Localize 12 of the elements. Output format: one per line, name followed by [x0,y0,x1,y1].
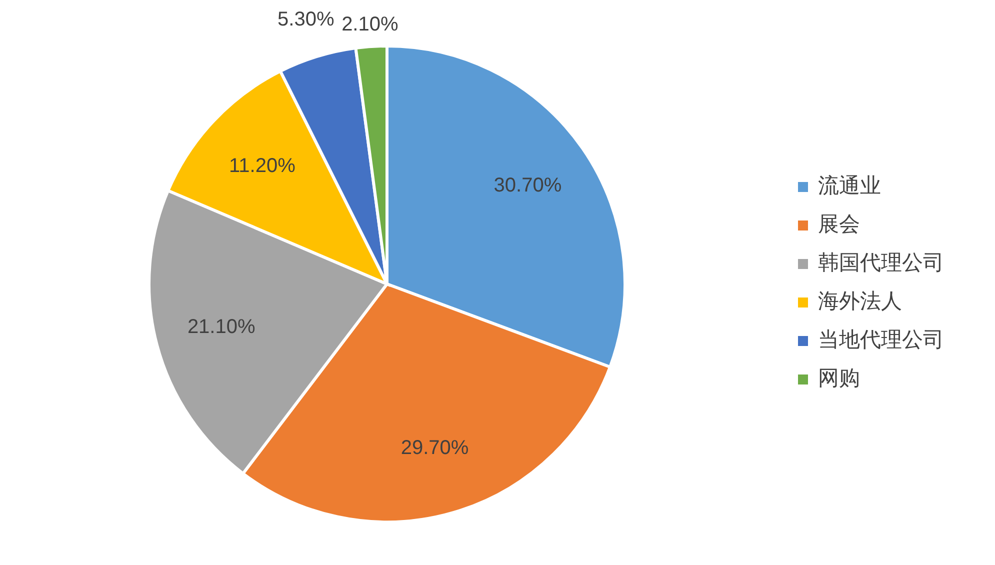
legend-label: 展会 [818,213,860,236]
legend-label: 网购 [818,367,860,390]
data-label: 11.20% [229,154,296,177]
data-label: 21.10% [187,316,256,338]
data-label: 29.70% [400,436,469,459]
data-label: 30.70% [494,174,562,196]
legend-label: 韩国代理公司 [818,252,944,275]
legend-label: 流通业 [818,174,881,198]
legend-label: 海外法人 [818,290,902,314]
data-label: 2.10% [342,13,398,36]
data-label: 5.30% [278,8,334,30]
legend-label: 当地代理公司 [818,328,944,352]
